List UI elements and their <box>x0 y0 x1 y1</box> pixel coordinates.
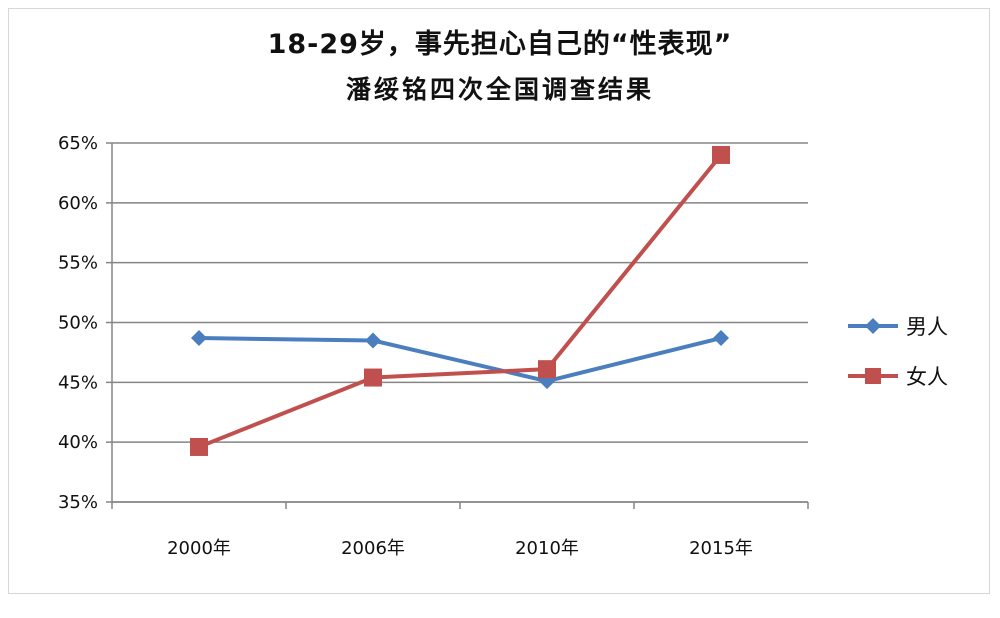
data-point-square <box>712 145 730 164</box>
data-point-square <box>190 437 208 456</box>
chart-frame <box>8 8 990 594</box>
x-tick-label: 2010年 <box>515 538 579 559</box>
y-tick-label: 40% <box>58 432 98 453</box>
data-point-square <box>364 368 382 387</box>
legend-label: 女人 <box>906 365 948 389</box>
x-tick-label: 2006年 <box>341 538 405 559</box>
x-tick-label: 2000年 <box>167 538 231 559</box>
y-tick-label: 50% <box>58 313 98 334</box>
y-tick-label: 55% <box>58 253 98 274</box>
y-tick-label: 60% <box>58 193 98 214</box>
chart-title: 18-29岁，事先担心自己的“性表现” <box>267 29 733 60</box>
legend-marker-diamond <box>865 318 881 334</box>
y-tick-label: 35% <box>58 492 98 513</box>
series-line-1 <box>198 153 723 449</box>
y-tick-label: 45% <box>58 372 98 393</box>
x-tick-label: 2015年 <box>689 538 753 559</box>
y-tick-label: 65% <box>58 133 98 154</box>
data-point-diamond <box>365 332 381 349</box>
legend-label: 男人 <box>906 315 948 339</box>
series-line-0 <box>198 336 722 384</box>
chart-subtitle: 潘绥铭四次全国调查结果 <box>345 75 654 104</box>
data-point-diamond <box>713 330 729 347</box>
data-point-square <box>538 360 556 379</box>
legend-marker-square <box>865 368 881 384</box>
data-point-diamond <box>191 330 207 347</box>
